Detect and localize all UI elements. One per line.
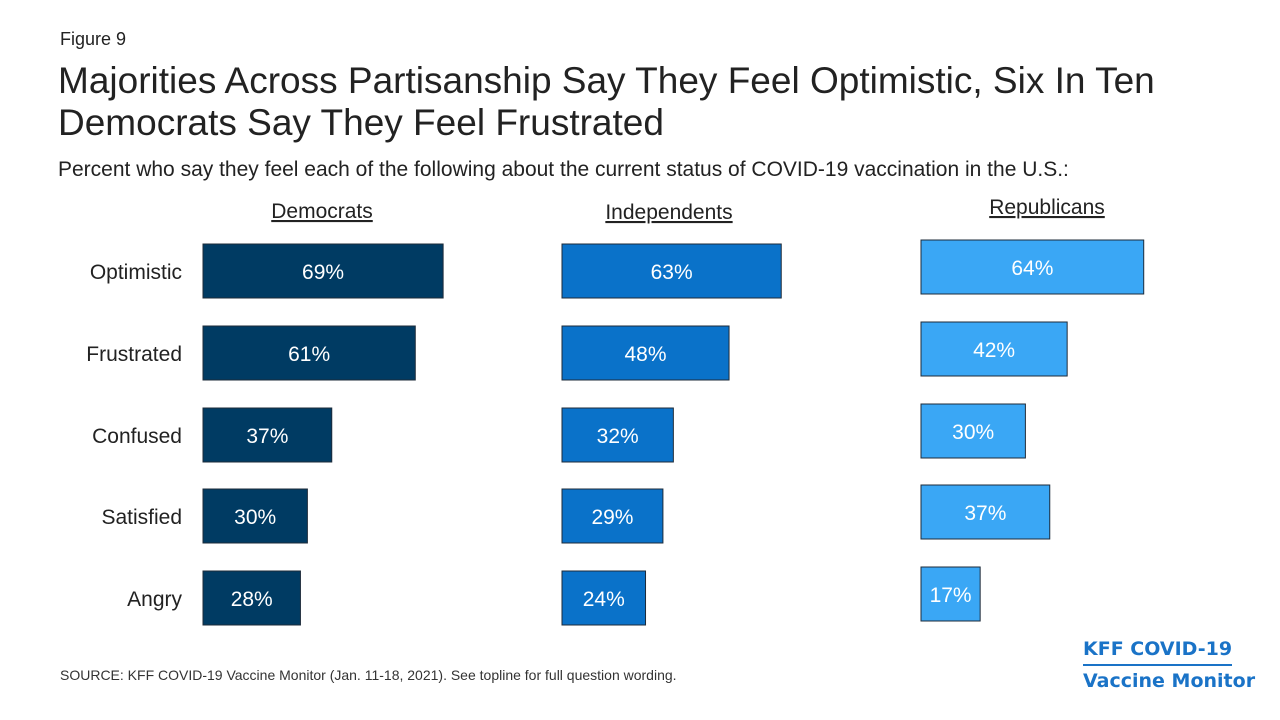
data-label-independents-optimistic: 63%: [651, 261, 693, 284]
data-label-democrats-frustrated: 61%: [288, 343, 330, 366]
data-label-republicans-optimistic: 64%: [1011, 257, 1053, 280]
bar-independents-confused: [561, 407, 674, 463]
data-label-independents-confused: 32%: [597, 425, 639, 448]
data-label-democrats-confused: 37%: [246, 425, 288, 448]
bar-independents-optimistic: [561, 243, 782, 299]
bar-independents-satisfied: [561, 488, 664, 544]
bar-republicans-optimistic: [920, 239, 1145, 295]
data-label-democrats-satisfied: 30%: [234, 506, 276, 529]
panel-header-republicans: Republicans: [989, 196, 1105, 219]
kff-logo: KFF COVID-19 Vaccine Monitor: [1083, 637, 1255, 693]
source-note: SOURCE: KFF COVID-19 Vaccine Monitor (Ja…: [60, 667, 677, 683]
logo-line-1: KFF COVID-19: [1083, 637, 1233, 666]
bar-democrats-angry: [202, 570, 301, 626]
data-label-republicans-angry: 17%: [930, 584, 972, 607]
data-label-democrats-optimistic: 69%: [302, 261, 344, 284]
bar-democrats-satisfied: [202, 488, 308, 544]
category-label-optimistic: Optimistic: [90, 261, 182, 284]
bar-democrats-optimistic: [202, 243, 444, 299]
bar-democrats-confused: [202, 407, 333, 463]
data-label-republicans-frustrated: 42%: [973, 339, 1015, 362]
bar-independents-angry: [561, 570, 647, 626]
category-label-satisfied: Satisfied: [101, 506, 182, 529]
figure-label: Figure 9: [60, 29, 127, 49]
panel-header-democrats: Democrats: [271, 200, 373, 223]
data-label-independents-satisfied: 29%: [591, 506, 633, 529]
data-label-independents-frustrated: 48%: [625, 343, 667, 366]
bar-republicans-frustrated: [920, 321, 1068, 377]
data-label-republicans-confused: 30%: [952, 421, 994, 444]
chart-subtitle: Percent who say they feel each of the fo…: [58, 158, 1069, 181]
bar-independents-frustrated: [561, 325, 730, 381]
data-label-independents-angry: 24%: [583, 588, 625, 611]
bar-republicans-confused: [920, 403, 1026, 459]
chart-title: Majorities Across Partisanship Say They …: [58, 60, 1155, 143]
data-label-republicans-satisfied: 37%: [964, 502, 1006, 525]
bar-democrats-frustrated: [202, 325, 416, 381]
category-label-confused: Confused: [92, 425, 182, 448]
category-label-frustrated: Frustrated: [86, 343, 182, 366]
category-label-angry: Angry: [127, 588, 182, 611]
data-label-democrats-angry: 28%: [231, 588, 273, 611]
bar-republicans-satisfied: [920, 484, 1051, 540]
bar-republicans-angry: [920, 566, 981, 622]
logo-line-2: Vaccine Monitor: [1083, 670, 1256, 692]
panel-header-independents: Independents: [605, 201, 732, 224]
